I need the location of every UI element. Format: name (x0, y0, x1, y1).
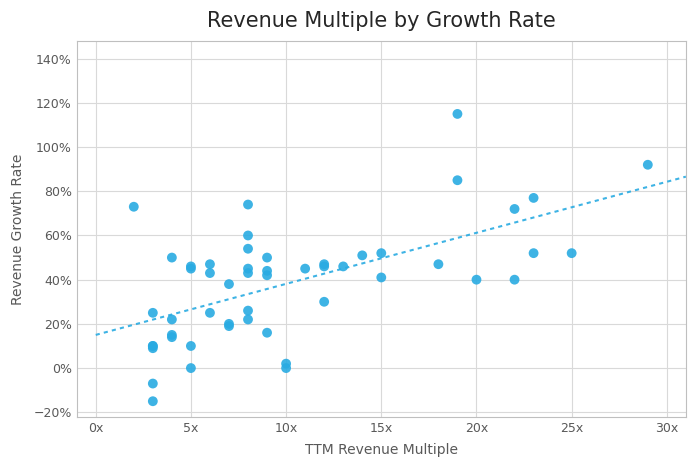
Point (128, 203, 139, 211)
Point (147, 397, 158, 405)
Point (357, 252, 368, 259)
Point (319, 263, 330, 270)
Point (452, 176, 463, 184)
Point (261, 329, 273, 336)
Point (261, 254, 273, 261)
Point (319, 298, 330, 306)
Point (300, 265, 311, 272)
Point (566, 249, 577, 257)
Point (167, 333, 178, 341)
Point (224, 320, 235, 328)
Point (147, 342, 158, 350)
Point (337, 263, 348, 270)
X-axis label: TTM Revenue Multiple: TTM Revenue Multiple (305, 443, 458, 457)
Point (376, 249, 387, 257)
Point (147, 342, 158, 350)
Point (509, 205, 520, 212)
Point (204, 261, 215, 268)
Point (471, 276, 482, 284)
Point (167, 331, 178, 339)
Point (452, 110, 463, 117)
Point (243, 232, 254, 239)
Point (147, 344, 158, 352)
Point (280, 360, 291, 367)
Point (528, 194, 539, 202)
Point (167, 316, 178, 323)
Point (509, 276, 520, 284)
Point (224, 280, 235, 288)
Point (243, 269, 254, 277)
Point (243, 201, 254, 208)
Point (204, 269, 215, 277)
Title: Revenue Multiple by Growth Rate: Revenue Multiple by Growth Rate (207, 11, 556, 31)
Point (147, 309, 158, 316)
Point (185, 263, 197, 270)
Point (185, 265, 197, 272)
Point (528, 249, 539, 257)
Point (319, 261, 330, 268)
Point (147, 380, 158, 388)
Point (280, 364, 291, 372)
Point (376, 274, 387, 281)
Point (224, 322, 235, 330)
Point (185, 342, 197, 350)
Point (642, 161, 653, 168)
Point (243, 245, 254, 252)
Point (185, 364, 197, 372)
Point (261, 271, 273, 279)
Point (243, 316, 254, 323)
Point (433, 261, 444, 268)
Point (261, 267, 273, 275)
Point (204, 309, 215, 316)
Point (243, 307, 254, 314)
Point (167, 254, 178, 261)
Y-axis label: Revenue Growth Rate: Revenue Growth Rate (11, 153, 25, 305)
Point (243, 265, 254, 272)
